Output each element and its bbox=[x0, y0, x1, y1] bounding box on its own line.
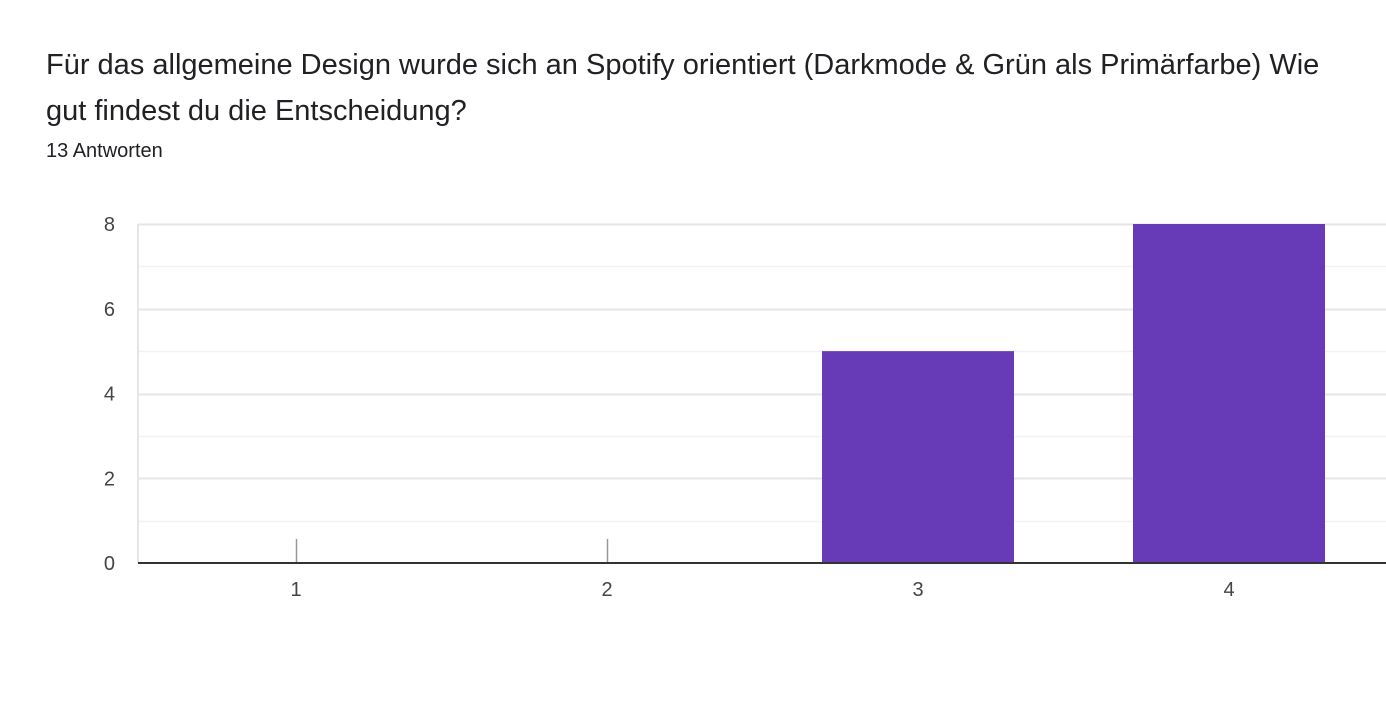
x-tick-label: 2 bbox=[601, 579, 612, 601]
question-title: Für das allgemeine Design wurde sich an … bbox=[46, 49, 1320, 127]
y-tick-label: 8 bbox=[104, 214, 115, 236]
x-tick-label: 1 bbox=[290, 579, 301, 601]
y-tick-label: 6 bbox=[104, 299, 115, 321]
bar bbox=[822, 351, 1014, 563]
y-tick-label: 0 bbox=[104, 553, 115, 575]
response-count: 13 Antworten bbox=[46, 140, 163, 162]
x-tick-label: 3 bbox=[912, 579, 923, 601]
bars bbox=[295, 224, 1325, 563]
y-tick-label: 4 bbox=[104, 384, 115, 406]
x-tick-label: 4 bbox=[1223, 579, 1234, 601]
bar bbox=[1133, 224, 1325, 563]
tick-labels: 0 2 4 6 8 1 2 3 4 bbox=[104, 214, 1235, 601]
y-tick-label: 2 bbox=[104, 468, 115, 490]
